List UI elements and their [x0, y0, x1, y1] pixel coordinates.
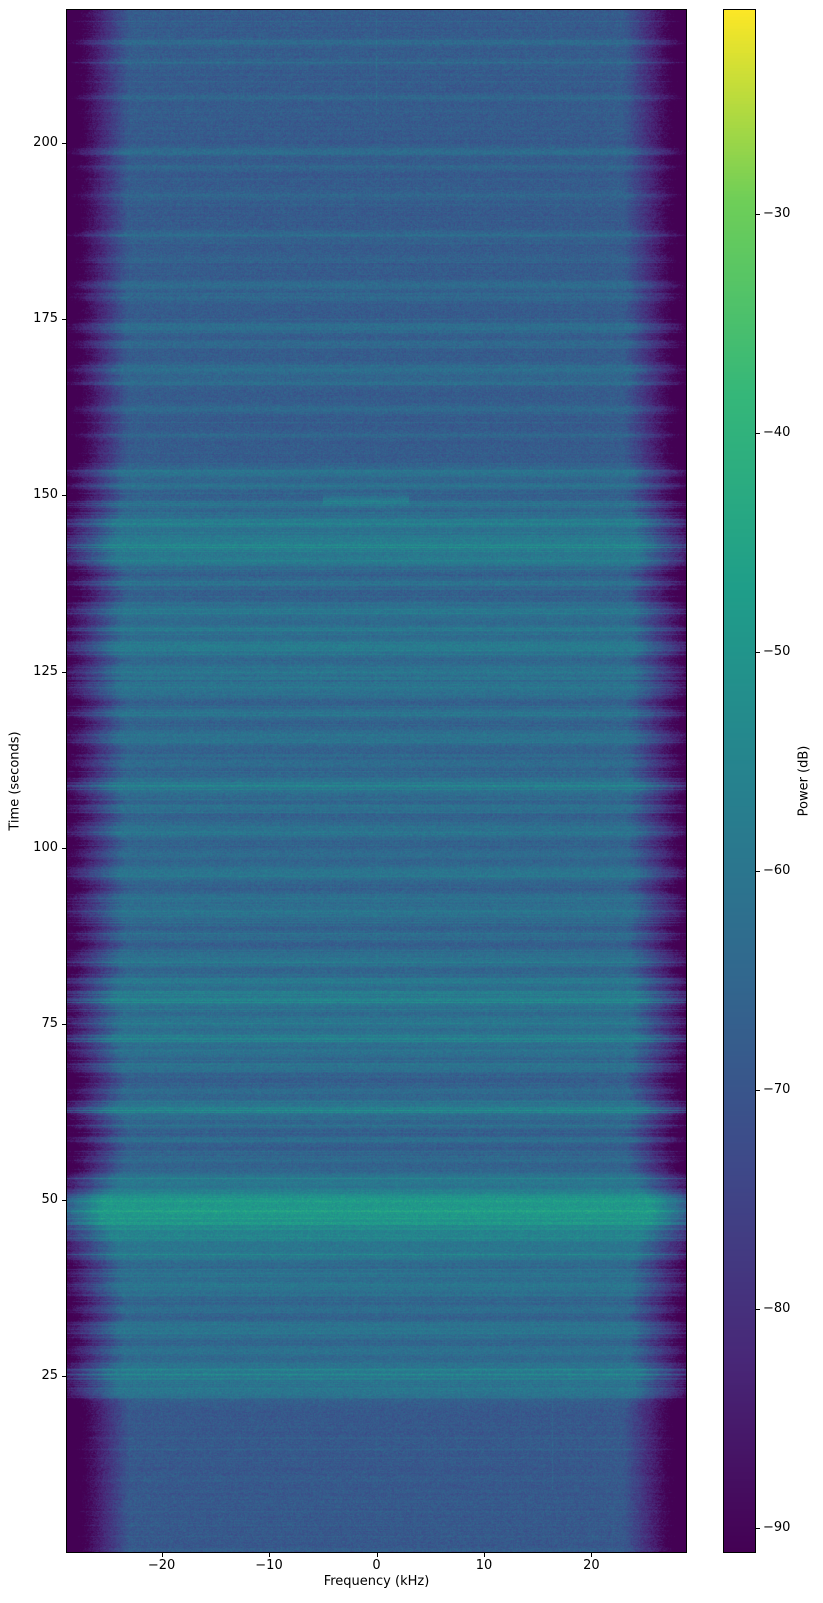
y-tick-mark — [62, 1023, 66, 1025]
colorbar-tick-mark — [756, 432, 760, 434]
y-tick-label: 175 — [33, 311, 58, 327]
y-tick-mark — [62, 1199, 66, 1201]
x-tick-mark — [591, 1553, 593, 1557]
colorbar-tick-mark — [756, 213, 760, 215]
colorbar-tick-mark — [756, 870, 760, 872]
x-axis-label: Frequency (kHz) — [323, 1574, 430, 1589]
y-tick-mark — [62, 1375, 66, 1377]
y-tick-label: 25 — [41, 1367, 58, 1383]
x-tick-label: 10 — [475, 1558, 493, 1573]
x-tick-label: 0 — [372, 1558, 381, 1573]
colorbar-label: Power (dB) — [796, 745, 812, 817]
y-tick-label: 100 — [33, 839, 58, 855]
x-tick-mark — [269, 1553, 270, 1557]
y-tick-label: 125 — [33, 663, 58, 679]
colorbar-tick-label: −70 — [763, 1081, 791, 1097]
y-axis-label: Time (seconds) — [7, 731, 23, 831]
x-tick-label: 20 — [583, 1558, 600, 1573]
plot-area — [66, 9, 687, 1553]
colorbar — [723, 9, 756, 1553]
colorbar-canvas — [724, 10, 755, 1552]
y-tick-label: 200 — [33, 135, 58, 151]
colorbar-tick-label: −90 — [763, 1519, 791, 1535]
y-tick-label: 75 — [41, 1015, 58, 1031]
colorbar-tick-mark — [756, 1308, 760, 1310]
y-tick-mark — [62, 847, 66, 849]
y-tick-label: 150 — [33, 487, 58, 503]
colorbar-tick-label: −30 — [763, 205, 791, 221]
x-tick-mark — [161, 1553, 163, 1557]
colorbar-tick-mark — [756, 1527, 760, 1529]
x-tick-label: −20 — [147, 1558, 176, 1573]
y-tick-label: 50 — [41, 1191, 58, 1207]
y-tick-mark — [62, 143, 66, 145]
colorbar-tick-label: −50 — [763, 643, 791, 659]
colorbar-tick-label: −80 — [763, 1300, 791, 1316]
y-tick-mark — [62, 671, 66, 673]
y-tick-mark — [62, 319, 66, 321]
spectrogram-canvas — [67, 10, 686, 1552]
x-tick-mark — [376, 1553, 378, 1557]
y-tick-mark — [62, 495, 66, 497]
colorbar-tick-label: −60 — [763, 862, 791, 878]
colorbar-tick-mark — [756, 651, 760, 653]
x-tick-mark — [484, 1553, 485, 1557]
x-tick-label: −10 — [255, 1558, 283, 1573]
colorbar-tick-mark — [756, 1089, 760, 1091]
colorbar-tick-label: −40 — [763, 424, 791, 440]
